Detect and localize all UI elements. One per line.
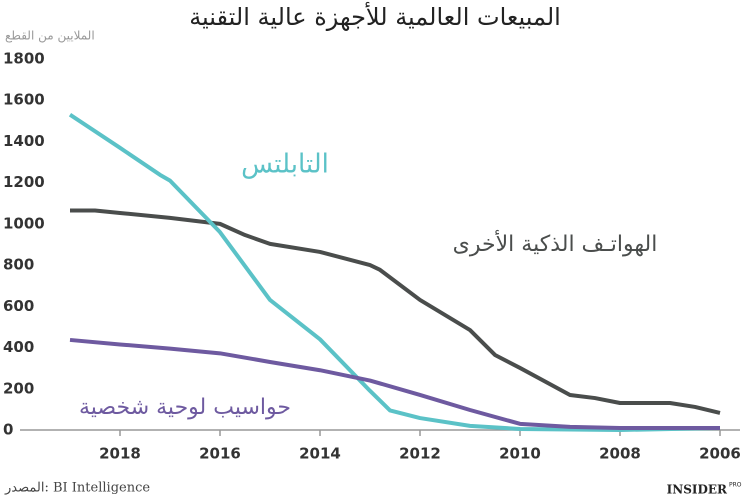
series-line <box>69 337 720 430</box>
x-tick-label: 2014 <box>299 445 341 463</box>
y-axis-label: الملايين من القطع <box>5 29 95 44</box>
y-tick-label: 800 <box>3 256 34 274</box>
y-tick-label: 1200 <box>3 173 45 191</box>
series-line <box>68 112 721 432</box>
logo: INSIDER <box>667 483 728 497</box>
y-tick-label: 1600 <box>3 91 45 109</box>
y-tick-label: 400 <box>3 338 34 356</box>
series-line <box>70 208 721 415</box>
x-tick-label: 2018 <box>99 445 141 463</box>
x-tick-label: 2010 <box>499 445 541 463</box>
series-label: الهواتـف الذكية الأخرى <box>453 230 658 257</box>
x-tick-label: 2006 <box>699 445 741 463</box>
series-label: حواسيب لوحية شخصية <box>79 395 291 420</box>
y-tick-label: 200 <box>3 379 34 397</box>
y-tick-label: 1800 <box>3 50 45 68</box>
x-tick-label: 2008 <box>599 445 641 463</box>
y-tick-label: 600 <box>3 297 34 315</box>
y-tick-label: 1000 <box>3 214 45 232</box>
logo-sub: PRO <box>729 482 742 489</box>
y-tick-label: 1400 <box>3 132 45 150</box>
y-tick-label: 0 <box>3 421 13 439</box>
x-tick-label: 2016 <box>199 445 241 463</box>
chart-title: المبيعات العالمية للأجهزة عالية التقنية <box>189 2 561 31</box>
series-label: التابلتس <box>241 150 329 180</box>
x-tick-label: 2012 <box>399 445 441 463</box>
source: المصدر: BI Intelligence <box>4 481 150 496</box>
